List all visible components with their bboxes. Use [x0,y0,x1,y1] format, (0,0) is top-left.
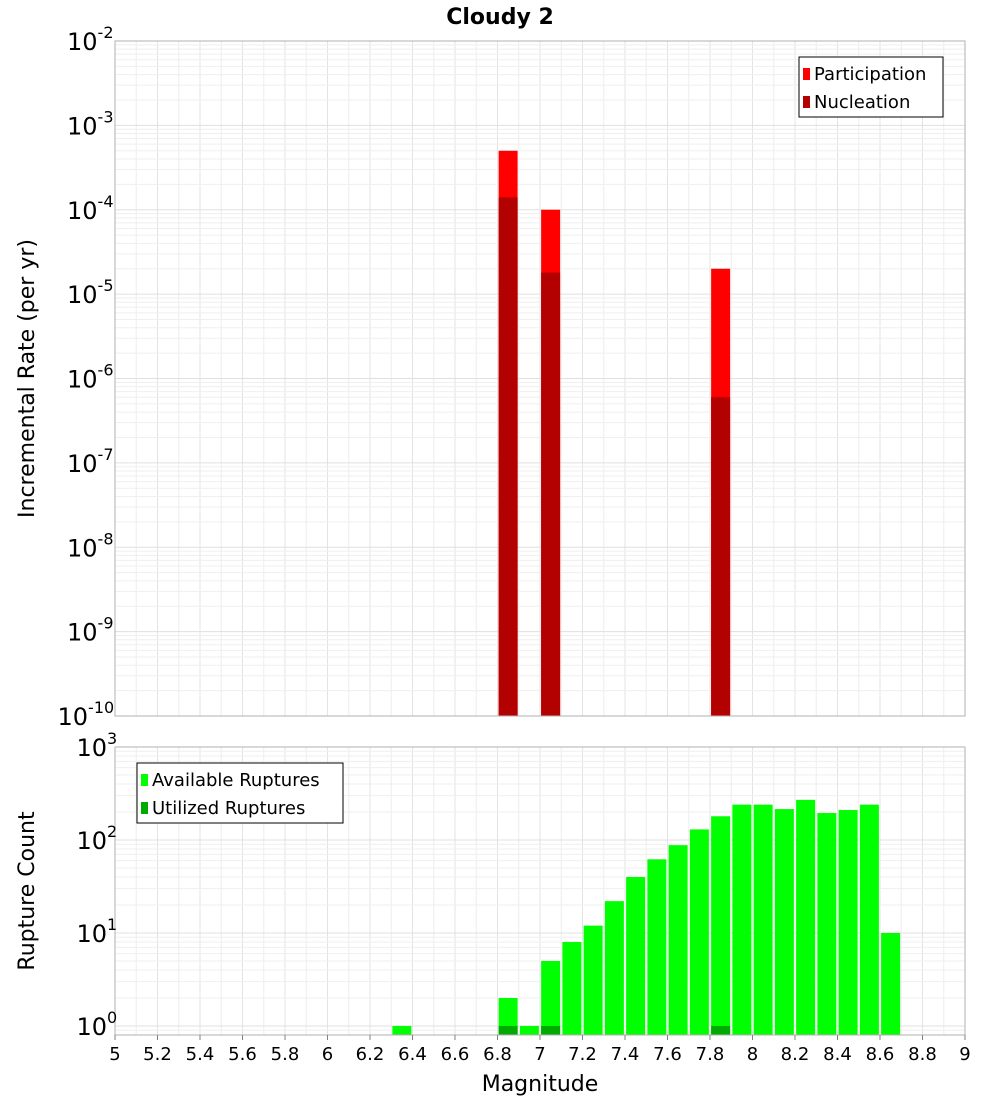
count-bar [774,809,794,1035]
rate-ytick-label: 10-4 [67,192,114,225]
count-ytick-label: 102 [77,822,118,855]
count-ytick-label: 103 [77,729,118,762]
rate-grid [114,40,966,717]
rate-legend-swatch [803,96,810,108]
count-ytick-label: 101 [77,915,118,948]
count-ylabel: Rupture Count [15,811,40,971]
rate-ytick-label: 10-3 [67,107,114,140]
count-bar [689,829,709,1035]
x-tick-label: 7.2 [568,1044,597,1065]
rate-series-1 [498,197,731,717]
rate-legend-swatch [803,68,810,80]
x-tick-label: 8.8 [908,1044,937,1065]
count-bar [519,1025,539,1035]
x-tick-label: 8.6 [866,1044,895,1065]
rate-ylabel: Incremental Rate (per yr) [15,239,40,518]
count-series-0 [392,799,901,1035]
x-tick-label: 5.2 [143,1044,172,1065]
rate-legend-box [798,56,944,118]
count-bar [541,1025,561,1035]
count-legend-label: Utilized Ruptures [152,798,305,819]
rate-legend-label: Participation [814,64,926,85]
x-tick-label: 6.8 [483,1044,512,1065]
x-tick-label: 6 [322,1044,333,1065]
count-bar [541,960,561,1035]
count-series-1 [498,1025,731,1035]
count-bar [859,804,879,1035]
x-tick-label: 5.6 [228,1044,257,1065]
count-bar [711,816,731,1035]
count-bar [562,942,582,1035]
count-bar [881,932,901,1035]
count-bar [583,925,603,1035]
count-legend-swatch [141,774,148,786]
chart-title: Cloudy 2 [446,5,554,30]
x-tick-label: 5 [109,1044,120,1065]
rate-bar [541,272,561,716]
count-bar [817,813,837,1035]
count-bar [732,804,752,1035]
x-tick-label: 7 [534,1044,545,1065]
count-legend: Available Ruptures Utilized Ruptures [136,762,344,824]
rate-ytick-label: 10-9 [67,614,114,647]
count-bar [711,1025,731,1035]
count-bar [498,997,518,1035]
x-tick-label: 6.4 [398,1044,427,1065]
x-tick-label: 8 [747,1044,758,1065]
rate-bar [711,397,731,716]
x-tick-label: 7.6 [653,1044,682,1065]
count-bar [796,799,816,1035]
count-bar [668,845,688,1035]
x-tick-label: 7.8 [696,1044,725,1065]
x-tick-label: 5.8 [271,1044,300,1065]
rate-ytick-label: 10-6 [67,361,114,394]
count-legend-label: Available Ruptures [152,770,320,791]
x-tick-label: 6.2 [356,1044,385,1065]
rate-ytick-label: 10-5 [67,276,114,309]
rate-ytick-label: 10-7 [67,445,114,478]
rate-bar [498,197,518,717]
count-legend-box [136,762,344,824]
x-tick-label: 8.4 [823,1044,852,1065]
rate-ytick-label: 10-8 [67,529,114,562]
x-tick-label: 9 [959,1044,970,1065]
rate-plot-frame [114,40,966,717]
count-bar [626,877,646,1035]
count-bar [392,1025,412,1035]
x-tick-label: 8.2 [781,1044,810,1065]
count-bar [838,810,858,1035]
x-axis-label: Magnitude [482,1072,599,1097]
rate-ytick-label: 10-2 [67,23,114,56]
count-bar [604,901,624,1035]
count-bar [647,859,667,1035]
count-bar [498,1025,518,1035]
count-legend-swatch [141,802,148,814]
rate-legend-label: Nucleation [814,92,910,113]
count-bar [753,804,773,1035]
count-ytick-label: 100 [77,1008,118,1041]
rate-legend: Participation Nucleation [798,56,944,118]
rate-ytick-label: 10-10 [58,698,115,731]
x-tick-label: 5.4 [186,1044,215,1065]
x-tick-label: 6.6 [441,1044,470,1065]
x-tick-label: 7.4 [611,1044,640,1065]
